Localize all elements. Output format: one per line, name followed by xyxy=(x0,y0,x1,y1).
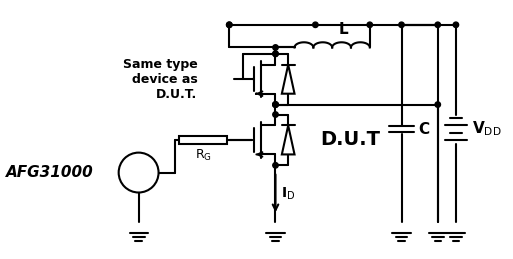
Polygon shape xyxy=(282,65,294,94)
Bar xyxy=(180,136,227,143)
Circle shape xyxy=(367,22,372,27)
Circle shape xyxy=(273,51,278,56)
Circle shape xyxy=(435,102,441,107)
Circle shape xyxy=(273,45,278,50)
Polygon shape xyxy=(282,125,294,154)
Circle shape xyxy=(312,22,318,27)
Circle shape xyxy=(273,102,278,107)
Circle shape xyxy=(119,153,159,192)
Text: I$_{\rm D}$: I$_{\rm D}$ xyxy=(281,185,295,202)
Circle shape xyxy=(273,102,278,107)
Circle shape xyxy=(227,22,232,27)
Circle shape xyxy=(399,22,404,27)
Text: L: L xyxy=(338,21,348,37)
Circle shape xyxy=(453,22,459,27)
Circle shape xyxy=(273,102,278,107)
Circle shape xyxy=(227,22,232,27)
Text: C: C xyxy=(418,121,429,136)
Text: Same type
device as
D.U.T.: Same type device as D.U.T. xyxy=(123,58,198,101)
Circle shape xyxy=(273,112,278,117)
Text: D.U.T: D.U.T xyxy=(320,131,380,149)
Text: V$_{\rm DD}$: V$_{\rm DD}$ xyxy=(472,120,502,138)
Circle shape xyxy=(435,22,441,27)
Text: R$_{\rm G}$: R$_{\rm G}$ xyxy=(194,148,211,163)
Text: AFG31000: AFG31000 xyxy=(6,165,93,180)
Circle shape xyxy=(273,51,278,56)
Circle shape xyxy=(273,163,278,168)
